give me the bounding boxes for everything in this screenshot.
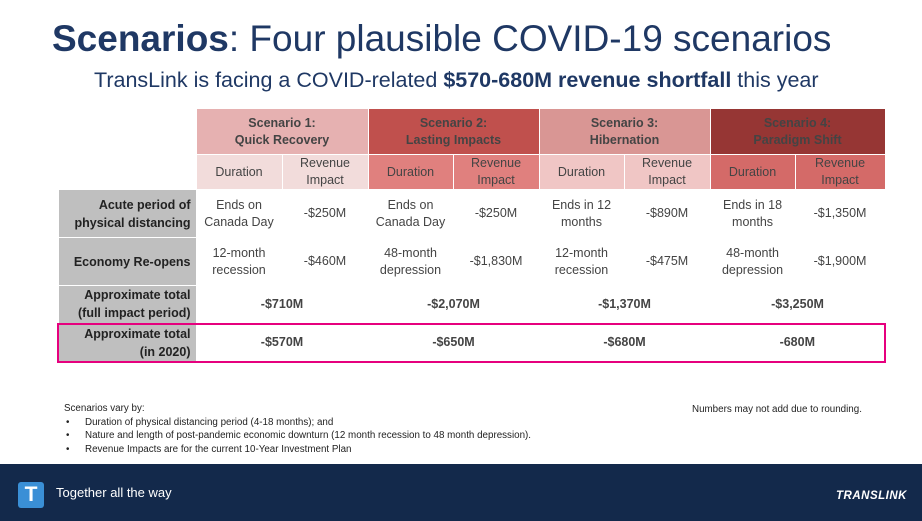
scenario-header-row: Scenario 1: Quick Recovery Scenario 2: Las… [57,108,886,155]
total-row-full-period: Approximate total (full impact period) -$… [57,285,886,324]
duration-cell: 48-month depression [709,237,796,286]
total-value: -$570M [195,322,369,363]
total-value: -$2,070M [367,285,540,324]
revenue-impact-header: Revenue Impact [794,154,886,190]
impact-cell: -$1,900M [794,237,886,286]
total-value: -$680M [538,322,711,363]
total-value: -680M [709,322,887,363]
table-row: Economy Re-opens 12-month recession -$460… [57,237,886,286]
impact-cell: -$250M [281,189,369,238]
page-subtitle: TransLink is facing a COVID-related $570… [94,68,819,93]
rounding-note: Numbers may not add due to rounding. [692,404,862,415]
total-value: -$650M [367,322,540,363]
duration-cell: Ends on Canada Day [367,189,454,238]
footer-tagline: Together all the way [56,485,172,500]
duration-cell: Ends in 18 months [709,189,796,238]
list-item: Duration of physical distancing period (… [64,416,531,430]
revenue-impact-header: Revenue Impact [623,154,711,190]
duration-header: Duration [195,154,283,190]
translink-t-icon: T [18,482,44,508]
notes-list: Duration of physical distancing period (… [64,416,531,457]
scenario-3-header: Scenario 3: Hibernation [538,108,711,155]
title-rest: : Four plausible COVID-19 scenarios [228,18,832,59]
empty-corner [57,108,197,155]
subheader-row: Duration Revenue Impact Duration Revenue I… [57,154,886,190]
impact-cell: -$1,830M [452,237,540,286]
subtitle-post: this year [731,68,819,92]
page-title: Scenarios: Four plausible COVID-19 scena… [52,18,831,60]
duration-header: Duration [709,154,796,190]
list-item: Revenue Impacts are for the current 10-Y… [64,443,531,457]
duration-header: Duration [367,154,454,190]
notes-heading: Scenarios vary by: [64,403,145,414]
empty-corner-2 [57,154,197,190]
revenue-impact-header: Revenue Impact [281,154,369,190]
impact-cell: -$460M [281,237,369,286]
total-row-2020: Approximate total (in 2020) -$570M -$650M… [57,322,887,363]
row-label: Approximate total (full impact period) [57,285,197,324]
subtitle-bold: $570-680M revenue shortfall [443,68,732,92]
footer: T Together all the way TRANSLINK [0,464,922,521]
row-label: Acute period of physical distancing [57,189,197,238]
title-bold: Scenarios [52,18,229,59]
scenarios-table: Scenario 1: Quick Recovery Scenario 2: Las… [57,108,887,363]
total-value: -$3,250M [709,285,886,324]
translink-logo: TRANSLINK [836,490,907,502]
scenario-1-header: Scenario 1: Quick Recovery [195,108,369,155]
notes: Scenarios vary by: Duration of physical … [64,402,531,456]
impact-cell: -$475M [623,237,711,286]
subtitle-pre: TransLink is facing a COVID-related [94,68,444,92]
scenario-4-header: Scenario 4: Paradigm Shift [709,108,886,155]
list-item: Nature and length of post-pandemic econo… [64,429,531,443]
table-row: Acute period of physical distancing Ends … [57,189,886,238]
duration-header: Duration [538,154,625,190]
duration-cell: 12-month recession [195,237,283,286]
impact-cell: -$250M [452,189,540,238]
scenario-2-header: Scenario 2: Lasting Impacts [367,108,540,155]
total-value: -$1,370M [538,285,711,324]
total-value: -$710M [195,285,369,324]
impact-cell: -$890M [623,189,711,238]
duration-cell: Ends on Canada Day [195,189,283,238]
duration-cell: Ends in 12 months [538,189,625,238]
row-label: Approximate total (in 2020) [57,322,197,363]
impact-cell: -$1,350M [794,189,886,238]
revenue-impact-header: Revenue Impact [452,154,540,190]
row-label: Economy Re-opens [57,237,197,286]
duration-cell: 48-month depression [367,237,454,286]
duration-cell: 12-month recession [538,237,625,286]
